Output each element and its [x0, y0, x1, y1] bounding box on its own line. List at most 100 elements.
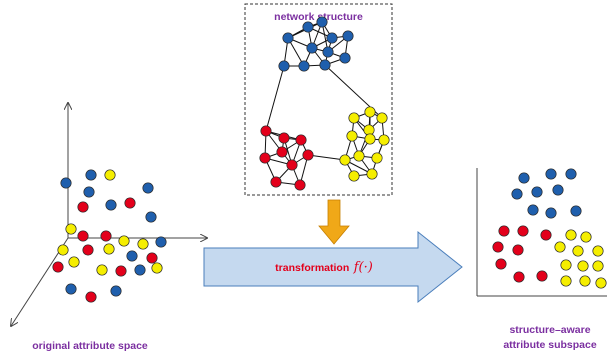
transformation-label: transformation f(·) — [275, 258, 373, 275]
data-point — [77, 201, 89, 213]
data-point — [126, 250, 138, 262]
network-node — [378, 134, 390, 146]
network-node — [339, 52, 351, 64]
data-point — [52, 261, 64, 273]
data-point — [124, 197, 136, 209]
network-node — [259, 152, 271, 164]
data-point — [560, 275, 572, 287]
data-point — [592, 245, 604, 257]
data-point — [118, 235, 130, 247]
network-edge — [307, 154, 346, 161]
network-node — [298, 60, 310, 72]
network-node — [302, 149, 314, 161]
data-point — [100, 230, 112, 242]
network-node — [286, 159, 298, 171]
data-point — [145, 211, 157, 223]
data-point — [498, 225, 510, 237]
data-point — [518, 172, 530, 184]
data-point — [146, 252, 158, 264]
data-point — [595, 277, 607, 289]
network-node — [364, 133, 376, 145]
data-point — [552, 184, 564, 196]
network-node — [278, 60, 290, 72]
data-point — [142, 182, 154, 194]
data-point — [565, 229, 577, 241]
network-node — [376, 112, 388, 124]
data-point — [545, 207, 557, 219]
data-point — [110, 285, 122, 297]
network-node — [270, 176, 282, 188]
network-nodes — [259, 16, 390, 191]
network-node — [295, 134, 307, 146]
data-point — [57, 244, 69, 256]
network-node — [342, 30, 354, 42]
network-node — [260, 125, 272, 137]
network-node — [276, 146, 288, 158]
data-point — [512, 244, 524, 256]
network-node — [353, 150, 365, 162]
data-point — [105, 199, 117, 211]
data-point — [103, 243, 115, 255]
data-point — [85, 291, 97, 303]
data-point — [60, 177, 72, 189]
data-point — [580, 231, 592, 243]
network-box-border — [244, 3, 393, 196]
data-point — [511, 188, 523, 200]
network-node — [306, 42, 318, 54]
data-point — [495, 258, 507, 270]
network-node — [364, 106, 376, 118]
original-points — [52, 169, 167, 303]
network-node — [346, 130, 358, 142]
data-point — [151, 262, 163, 274]
data-point — [65, 283, 77, 295]
network-node — [316, 16, 328, 28]
original-space-label: original attribute space — [32, 340, 148, 352]
data-point — [560, 259, 572, 271]
data-point — [579, 275, 591, 287]
data-point — [492, 241, 504, 253]
data-point — [77, 230, 89, 242]
subspace-label-line2: attribute subspace — [503, 339, 597, 351]
original-attribute-space: original attribute space — [11, 103, 207, 352]
network-node — [278, 132, 290, 144]
network-node — [348, 112, 360, 124]
data-point — [545, 168, 557, 180]
network-node — [366, 168, 378, 180]
data-point — [513, 271, 525, 283]
data-point — [531, 186, 543, 198]
data-point — [517, 225, 529, 237]
network-node — [302, 21, 314, 33]
network-node — [322, 46, 334, 58]
network-node — [319, 59, 331, 71]
data-point — [155, 236, 167, 248]
data-point — [65, 223, 77, 235]
network-node — [294, 179, 306, 191]
network-node — [339, 154, 351, 166]
transformation-function: f(·) — [353, 260, 373, 275]
data-point — [540, 229, 552, 241]
data-point — [536, 270, 548, 282]
down-arrow-shape — [318, 199, 350, 245]
network-node — [326, 32, 338, 44]
transformation-arrow-shape — [203, 230, 463, 304]
data-point — [96, 264, 108, 276]
data-point — [68, 256, 80, 268]
subspace-label-line1: structure–aware — [509, 324, 590, 336]
data-point — [82, 244, 94, 256]
structure-aware-subspace: structure–aware attribute subspace — [476, 168, 607, 351]
transformation-arrow: transformation f(·) — [203, 230, 463, 304]
data-point — [83, 186, 95, 198]
data-point — [554, 241, 566, 253]
network-structure-panel: network structure — [244, 3, 393, 196]
data-point — [137, 238, 149, 250]
data-point — [527, 204, 539, 216]
data-point — [565, 168, 577, 180]
data-point — [570, 205, 582, 217]
network-edge — [265, 65, 285, 132]
data-point — [115, 265, 127, 277]
data-point — [577, 260, 589, 272]
network-node — [282, 32, 294, 44]
down-arrow — [318, 199, 350, 245]
network-node — [348, 170, 360, 182]
